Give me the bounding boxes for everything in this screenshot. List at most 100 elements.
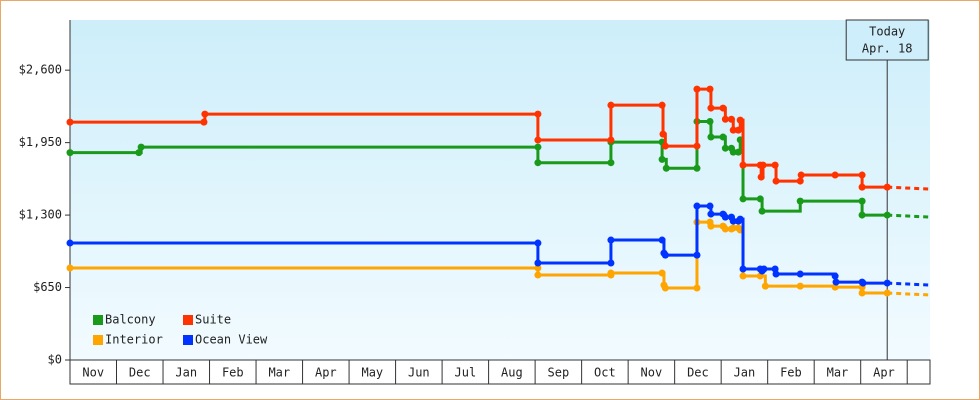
point xyxy=(761,282,769,290)
point xyxy=(706,202,714,210)
point xyxy=(729,224,737,232)
point xyxy=(736,215,744,223)
point xyxy=(797,171,805,179)
point xyxy=(729,217,737,225)
legend-swatch xyxy=(183,335,193,345)
point xyxy=(772,270,780,278)
point xyxy=(883,289,891,297)
point xyxy=(796,282,804,290)
x-tick-label: Nov xyxy=(641,366,663,380)
point xyxy=(757,173,765,181)
point xyxy=(883,279,891,287)
point xyxy=(883,183,891,191)
projection xyxy=(887,185,931,191)
point xyxy=(721,213,729,221)
legend-swatch xyxy=(93,335,103,345)
x-tick-label: Oct xyxy=(594,366,616,380)
point xyxy=(858,171,866,179)
point xyxy=(858,183,866,191)
point xyxy=(661,284,669,292)
point xyxy=(607,101,615,109)
legend-label: Ocean View xyxy=(195,333,268,347)
point xyxy=(759,161,767,169)
point xyxy=(760,265,768,273)
today-box xyxy=(845,19,929,61)
point xyxy=(772,177,780,185)
point xyxy=(729,126,737,134)
point xyxy=(658,236,666,244)
point xyxy=(739,272,747,280)
legend-swatch xyxy=(183,315,193,325)
point xyxy=(135,149,143,157)
point xyxy=(719,133,727,141)
point xyxy=(693,142,701,150)
point xyxy=(739,265,747,273)
point xyxy=(607,136,615,144)
point xyxy=(534,239,542,247)
x-tick-label: Dec xyxy=(129,366,151,380)
point xyxy=(707,104,715,112)
x-tick-label: Apr xyxy=(315,366,337,380)
x-tick-label: Apr xyxy=(873,366,895,380)
point xyxy=(693,202,701,210)
point xyxy=(66,239,74,247)
x-tick-label: May xyxy=(361,366,383,380)
projection xyxy=(887,213,931,219)
point xyxy=(859,279,867,287)
y-tick-label: $1,300 xyxy=(19,208,62,222)
point xyxy=(534,264,542,272)
point xyxy=(693,164,701,172)
point xyxy=(693,251,701,259)
plot-area xyxy=(70,20,930,360)
point xyxy=(201,110,209,118)
point xyxy=(661,142,669,150)
point xyxy=(707,222,715,230)
x-tick-label: Jan xyxy=(734,366,756,380)
x-tick-label: Feb xyxy=(222,366,244,380)
point xyxy=(758,207,766,215)
point xyxy=(832,278,840,286)
point xyxy=(721,225,729,233)
point xyxy=(607,269,615,277)
point xyxy=(534,143,542,151)
point xyxy=(534,136,542,144)
point xyxy=(858,289,866,297)
today-label: Apr. 18 xyxy=(862,42,913,56)
x-tick-label: Nov xyxy=(82,366,104,380)
point xyxy=(661,251,669,259)
x-tick-label: Dec xyxy=(687,366,709,380)
point xyxy=(729,148,737,156)
point xyxy=(736,116,744,124)
point xyxy=(693,85,701,93)
y-tick-label: $1,950 xyxy=(19,135,62,149)
x-tick-label: Sep xyxy=(548,366,570,380)
point xyxy=(831,171,839,179)
point xyxy=(858,211,866,219)
point xyxy=(707,133,715,141)
legend-label: Interior xyxy=(105,333,163,347)
point xyxy=(534,159,542,167)
point xyxy=(796,177,804,185)
projection xyxy=(887,281,931,287)
legend-label: Balcony xyxy=(105,313,156,327)
point xyxy=(831,272,839,280)
y-tick-label: $0 xyxy=(48,353,62,367)
point xyxy=(858,197,866,205)
point xyxy=(721,115,729,123)
point xyxy=(796,270,804,278)
point xyxy=(739,195,747,203)
point xyxy=(200,118,208,126)
x-tick-label: Jan xyxy=(175,366,197,380)
point xyxy=(66,118,74,126)
point xyxy=(796,197,804,205)
point xyxy=(662,164,670,172)
x-tick-label: Aug xyxy=(501,366,523,380)
point xyxy=(659,130,667,138)
point xyxy=(719,104,727,112)
point xyxy=(534,110,542,118)
point xyxy=(739,161,747,169)
point xyxy=(607,236,615,244)
point xyxy=(658,269,666,277)
point xyxy=(66,264,74,272)
point xyxy=(727,115,735,123)
